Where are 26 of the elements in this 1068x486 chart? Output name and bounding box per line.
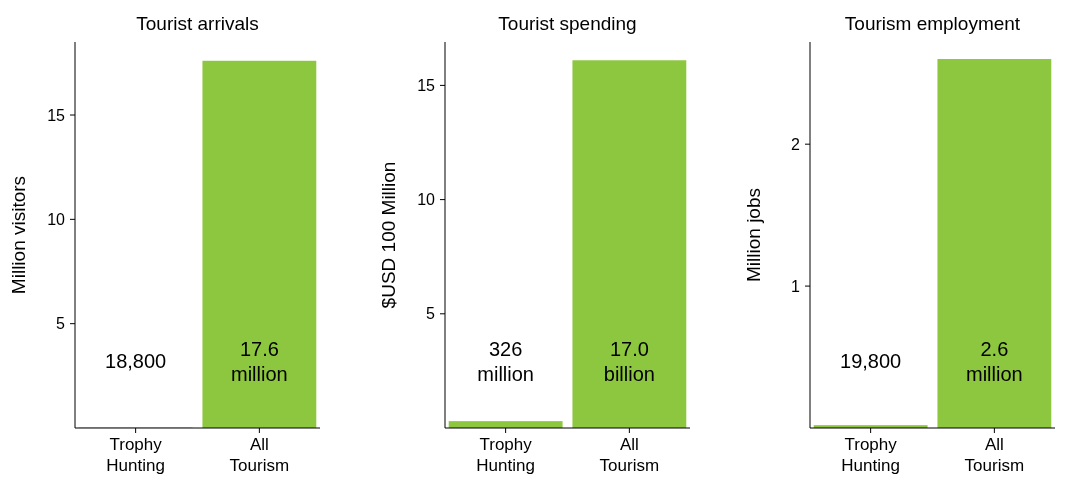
chart-title: Tourist spending	[498, 13, 637, 34]
y-axis-title: $USD 100 Million	[378, 161, 399, 309]
annotation: 2.6 million	[966, 337, 1023, 385]
y-tick-label: 1	[791, 277, 801, 295]
x-tick-label: All Tourism	[599, 435, 660, 476]
annotation: 326 million	[477, 337, 534, 385]
x-tick-label: Trophy Hunting	[106, 435, 165, 476]
chart-title: Tourism employment	[844, 13, 1021, 34]
y-tick-label: 5	[426, 305, 436, 323]
x-tick-label: All Tourism	[964, 435, 1025, 476]
x-tick-label: Trophy Hunting	[841, 435, 900, 476]
y-tick-label: 10	[417, 191, 436, 209]
y-tick-label: 5	[56, 315, 66, 333]
y-tick-label: 15	[417, 77, 436, 94]
y-axis-title: Million visitors	[8, 175, 29, 295]
x-tick-label: All Tourism	[229, 435, 290, 476]
y-tick-label: 15	[47, 106, 66, 124]
x-tick-label: Trophy Hunting	[476, 435, 535, 476]
annotation: 19,800	[840, 350, 902, 372]
y-tick-label: 10	[47, 210, 66, 228]
annotation: 17.6 million	[231, 337, 288, 385]
chart-title: Tourist arrivals	[136, 13, 259, 34]
y-tick-label: 2	[791, 135, 801, 153]
y-axis-title: Million jobs	[743, 188, 764, 282]
annotation: 17.0 billion	[603, 337, 655, 385]
annotation: 18,800	[105, 350, 167, 372]
